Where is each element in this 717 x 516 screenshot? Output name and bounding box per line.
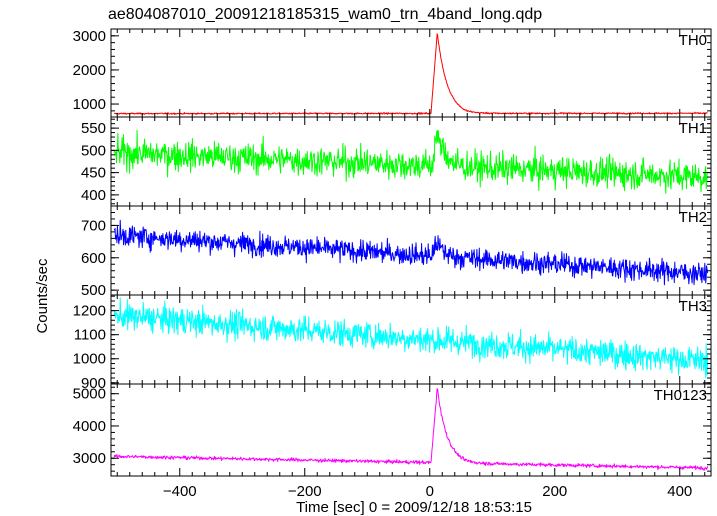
y-tick-label: 500	[81, 282, 106, 299]
panel-label: TH1	[679, 120, 707, 137]
panel-th2: TH2 500 600 700	[81, 205, 712, 299]
y-tick-label: 400	[81, 187, 106, 204]
x-tick-label: 200	[542, 483, 567, 500]
y-tick-label: 3000	[73, 28, 106, 45]
x-tick-label: −200	[288, 483, 322, 500]
series-line-th2	[113, 219, 709, 286]
y-tick-label: 1100	[74, 327, 106, 344]
panel-label: TH3	[679, 298, 707, 315]
x-axis-label: Time [sec] 0 = 2009/12/18 18:53:15	[296, 499, 532, 516]
chart-title: ae804087010_20091218185315_wam0_trn_4ban…	[108, 6, 542, 23]
x-tick-labels: −400 −200 0 200 400	[163, 483, 692, 500]
panels-group: TH0 1000 2000 3000 TH1 400 450 500 550 TH2 500 600 7…	[73, 28, 712, 477]
y-tick-label: 1000	[73, 351, 106, 368]
y-tick-label: 700	[81, 217, 106, 234]
y-tick-label: 4000	[73, 418, 106, 435]
y-tick-label: 1200	[73, 303, 106, 320]
panel-label: TH2	[679, 209, 707, 226]
panel-th1: TH1 400 450 500 550	[81, 116, 712, 207]
series-line-th0	[114, 33, 708, 115]
series-line-th3	[113, 297, 709, 379]
x-tick-label: 0	[426, 483, 434, 500]
y-tick-label: 3000	[73, 450, 106, 467]
panel-th3: TH3 900 1000 1100 1200	[73, 294, 712, 392]
panel-th0: TH0 1000 2000 3000	[73, 28, 712, 118]
panel-frame	[110, 28, 712, 118]
y-tick-label: 2000	[73, 62, 106, 79]
panel-frame	[110, 205, 712, 296]
series-line-th0123	[113, 388, 709, 471]
y-axis-label: Counts/sec	[34, 258, 51, 334]
series-line-th1	[113, 129, 709, 194]
x-tick-label: 400	[667, 483, 692, 500]
y-tick-label: 5000	[73, 386, 106, 403]
y-tick-label: 600	[81, 250, 106, 267]
x-tick-label: −400	[163, 483, 197, 500]
y-tick-label: 900	[81, 375, 106, 392]
y-tick-label: 500	[81, 142, 106, 159]
panel-frame	[110, 383, 712, 477]
y-tick-label: 550	[81, 120, 106, 137]
panel-label: TH0123	[654, 387, 707, 404]
panel-label: TH0	[679, 32, 707, 49]
panel-th0123: TH0123 3000 4000 5000	[73, 383, 712, 477]
y-tick-label: 1000	[73, 96, 106, 113]
y-tick-label: 450	[81, 165, 106, 182]
